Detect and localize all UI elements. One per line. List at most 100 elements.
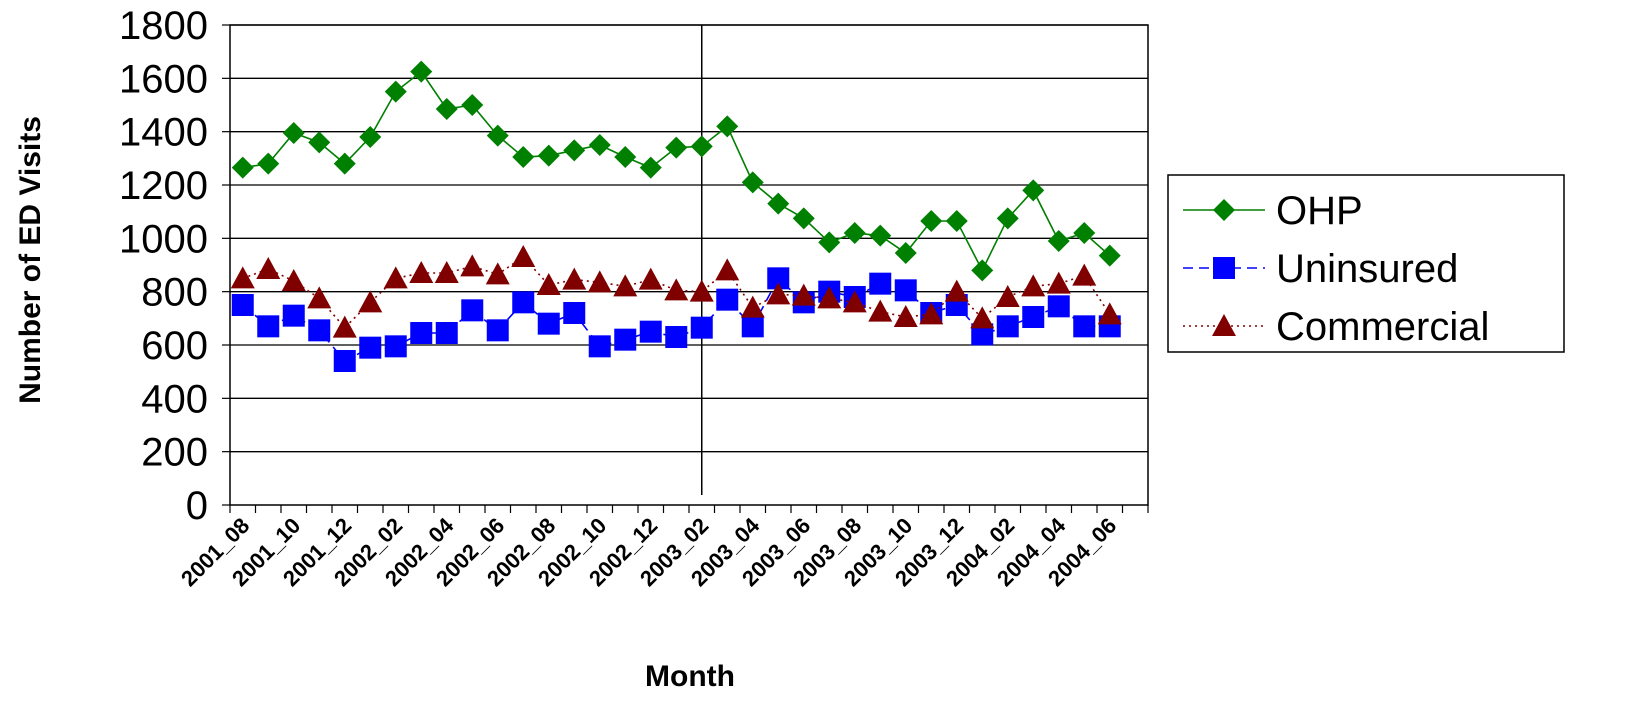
- y-tick-label: 1600: [119, 57, 208, 101]
- y-tick-label: 0: [186, 484, 208, 528]
- y-tick-label: 1800: [119, 4, 208, 48]
- data-point-uninsured: [1022, 306, 1045, 328]
- data-point-ohp: [537, 144, 560, 167]
- data-point-ohp: [792, 207, 815, 230]
- legend: OHP Uninsured Commercial: [1167, 174, 1565, 353]
- data-point-commercial: [689, 279, 714, 302]
- series-layer: [230, 60, 1122, 372]
- data-point-ohp: [818, 231, 841, 254]
- data-point-commercial: [791, 283, 816, 306]
- data-point-ohp: [614, 146, 637, 168]
- data-point-uninsured: [461, 299, 484, 322]
- data-point-uninsured: [359, 336, 382, 359]
- data-point-commercial: [409, 261, 434, 283]
- data-point-uninsured: [639, 320, 662, 343]
- data-point-commercial: [281, 269, 306, 291]
- data-point-uninsured: [333, 350, 356, 372]
- data-point-commercial: [893, 305, 918, 327]
- data-point-commercial: [766, 282, 791, 305]
- data-point-commercial: [230, 266, 255, 289]
- data-point-commercial: [715, 258, 740, 281]
- data-point-uninsured: [384, 335, 407, 358]
- data-point-ohp: [945, 210, 968, 232]
- data-point-ohp: [333, 152, 356, 175]
- legend-label-uninsured: Uninsured: [1276, 247, 1458, 291]
- data-point-uninsured: [690, 316, 713, 339]
- data-point-uninsured: [308, 319, 331, 342]
- data-point-commercial: [1046, 271, 1071, 294]
- y-axis-title: Number of ED Visits: [14, 116, 47, 404]
- data-point-uninsured: [231, 294, 254, 316]
- legend-label-ohp: OHP: [1276, 189, 1363, 233]
- data-point-commercial: [817, 286, 842, 309]
- data-point-commercial: [358, 290, 383, 313]
- data-point-uninsured: [716, 288, 739, 311]
- data-point-ohp: [767, 192, 790, 215]
- x-axis-title: Month: [645, 660, 735, 693]
- data-point-commercial: [740, 295, 765, 318]
- data-point-commercial: [638, 267, 663, 290]
- data-point-uninsured: [665, 326, 688, 348]
- data-point-ohp: [665, 136, 688, 159]
- data-point-uninsured: [894, 279, 917, 302]
- legend-marker-uninsured: [1213, 257, 1235, 279]
- data-point-ohp: [1073, 222, 1096, 244]
- data-point-commercial: [919, 302, 944, 325]
- plot-area: [222, 24, 1149, 513]
- data-point-commercial: [995, 285, 1020, 307]
- data-point-ohp: [384, 80, 407, 103]
- data-point-uninsured: [537, 312, 560, 335]
- data-point-uninsured: [614, 328, 637, 351]
- y-tick-label: 1400: [119, 111, 208, 155]
- data-point-commercial: [664, 278, 689, 301]
- data-point-ohp: [461, 94, 484, 116]
- data-point-commercial: [383, 266, 408, 289]
- data-point-ohp: [996, 207, 1019, 230]
- data-point-commercial: [511, 245, 536, 267]
- data-point-ohp: [639, 156, 662, 179]
- data-point-uninsured: [996, 315, 1019, 338]
- data-point-ohp: [410, 60, 433, 83]
- data-point-ohp: [257, 152, 280, 175]
- data-point-commercial: [460, 254, 485, 277]
- data-point-ohp: [894, 242, 917, 264]
- data-point-commercial: [307, 286, 332, 309]
- data-point-commercial: [1097, 302, 1122, 325]
- data-point-commercial: [970, 306, 995, 329]
- data-point-ohp: [869, 224, 892, 247]
- y-tick-label: 800: [141, 271, 208, 315]
- data-point-commercial: [485, 262, 510, 285]
- data-point-ohp: [512, 146, 535, 168]
- series-commercial: [230, 245, 1122, 338]
- data-point-ohp: [282, 122, 305, 144]
- legend-label-commercial: Commercial: [1276, 305, 1489, 349]
- data-point-commercial: [332, 315, 357, 338]
- data-point-ohp: [920, 210, 943, 232]
- y-tick-label: 600: [141, 324, 208, 368]
- data-point-ohp: [563, 139, 586, 162]
- data-point-ohp: [716, 115, 739, 138]
- y-axis-ticks: 0 200 400 600 800 1000 1200 1400 1600 1800: [119, 4, 208, 528]
- data-point-ohp: [741, 171, 764, 194]
- data-point-commercial: [613, 274, 638, 297]
- data-point-uninsured: [563, 302, 586, 324]
- data-point-uninsured: [282, 304, 305, 327]
- data-point-uninsured: [512, 291, 535, 314]
- data-point-uninsured: [767, 267, 790, 290]
- data-point-commercial: [434, 261, 459, 283]
- data-point-commercial: [1072, 263, 1097, 286]
- data-point-ohp: [435, 98, 458, 120]
- data-point-ohp: [690, 135, 713, 158]
- data-point-uninsured: [741, 315, 764, 338]
- series-uninsured: [231, 267, 1121, 372]
- data-point-commercial: [536, 273, 561, 295]
- data-point-commercial: [944, 279, 969, 302]
- data-point-commercial: [868, 299, 893, 322]
- data-point-ohp: [1098, 244, 1121, 267]
- data-point-commercial: [562, 267, 587, 290]
- data-point-uninsured: [1047, 295, 1070, 318]
- y-tick-label: 200: [141, 431, 208, 475]
- data-point-ohp: [1047, 230, 1070, 252]
- data-point-ohp: [231, 156, 254, 179]
